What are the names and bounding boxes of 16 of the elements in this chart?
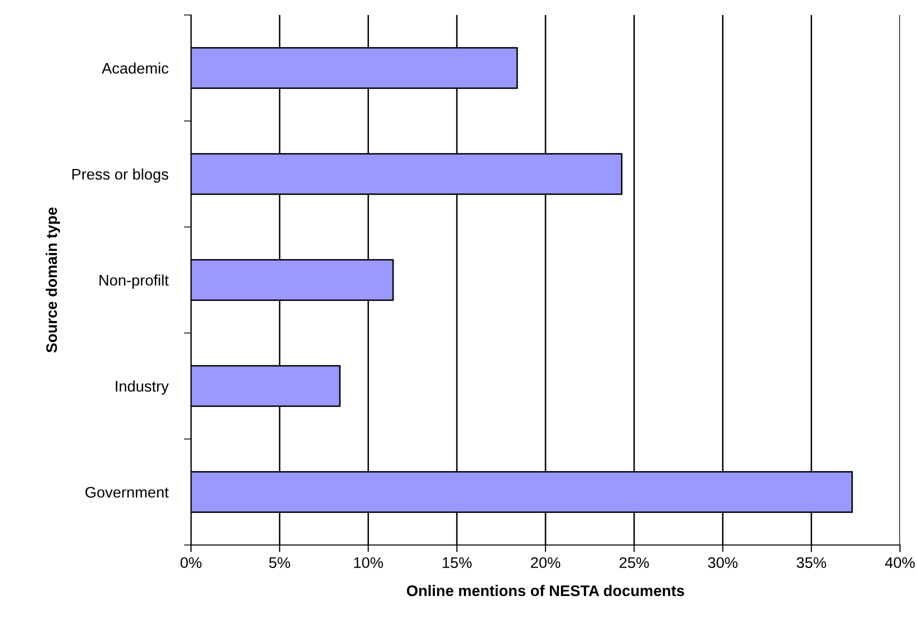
x-tick-label: 35% (796, 557, 826, 568)
x-tick-label: 5% (269, 557, 290, 568)
x-tick-label: 20% (530, 557, 560, 568)
x-tick-label: 10% (354, 557, 383, 568)
y-tick-label: Government (85, 486, 169, 498)
y-tick-label: Press or blogs (72, 168, 168, 183)
x-tick-label: 30% (708, 557, 738, 568)
x-tick-label: 40% (885, 557, 915, 568)
x-tick-label: 0% (180, 557, 202, 568)
y-tick-label: Non-profilt (100, 274, 169, 289)
x-tick-label: 15% (442, 557, 472, 568)
x-axis-title: Online mentions of NESTA documents (406, 584, 684, 596)
y-axis-title: Source domain type (46, 208, 60, 353)
x-tick-label: 25% (620, 557, 649, 568)
y-tick-label: Industry (116, 380, 169, 395)
y-tick-label: Academic (102, 62, 168, 74)
